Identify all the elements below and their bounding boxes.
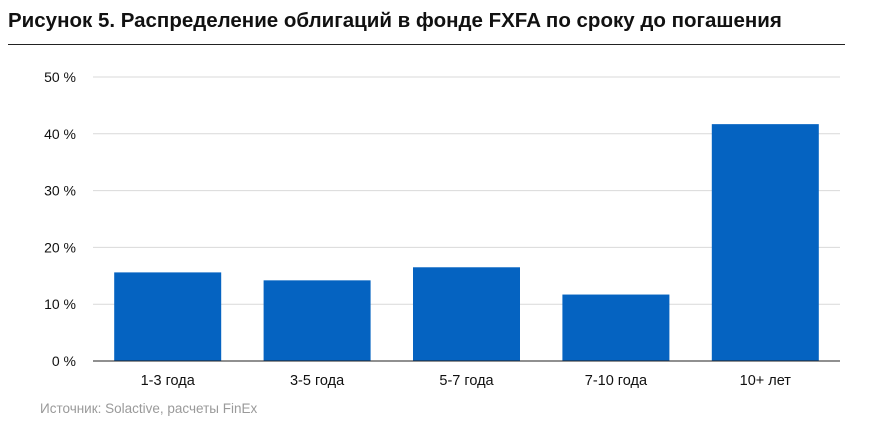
- x-tick-label: 5-7 года: [439, 373, 494, 389]
- x-tick-label: 1-3 года: [141, 373, 196, 389]
- x-axis-ticks: 1-3 года 3-5 года 5-7 года 7-10 года 10+ лет: [141, 373, 792, 389]
- bars: [114, 124, 819, 361]
- x-tick-label: 10+ лет: [740, 373, 792, 389]
- bar: [114, 272, 222, 361]
- y-tick-label: 0 %: [52, 353, 76, 369]
- source-note: Источник: Solactive, расчеты FinEx: [40, 401, 258, 416]
- y-tick-label: 20 %: [44, 239, 76, 255]
- bar: [711, 124, 819, 361]
- chart-title: Рисунок 5. Распределение облигаций в фон…: [8, 9, 782, 32]
- y-tick-label: 10 %: [44, 296, 76, 312]
- y-axis-ticks: 0 % 10 % 20 % 30 % 40 % 50 %: [44, 69, 76, 369]
- y-tick-label: 40 %: [44, 126, 76, 142]
- title-divider: [8, 44, 845, 45]
- y-tick-label: 30 %: [44, 183, 76, 199]
- bar: [562, 294, 670, 361]
- x-tick-label: 7-10 года: [585, 373, 648, 389]
- bar: [413, 267, 520, 361]
- bar: [263, 280, 371, 361]
- x-tick-label: 3-5 года: [290, 373, 345, 389]
- y-tick-label: 50 %: [44, 69, 76, 85]
- bar-chart: 0 % 10 % 20 % 30 % 40 % 50 % 1-3 года 3-5 года…: [44, 69, 840, 389]
